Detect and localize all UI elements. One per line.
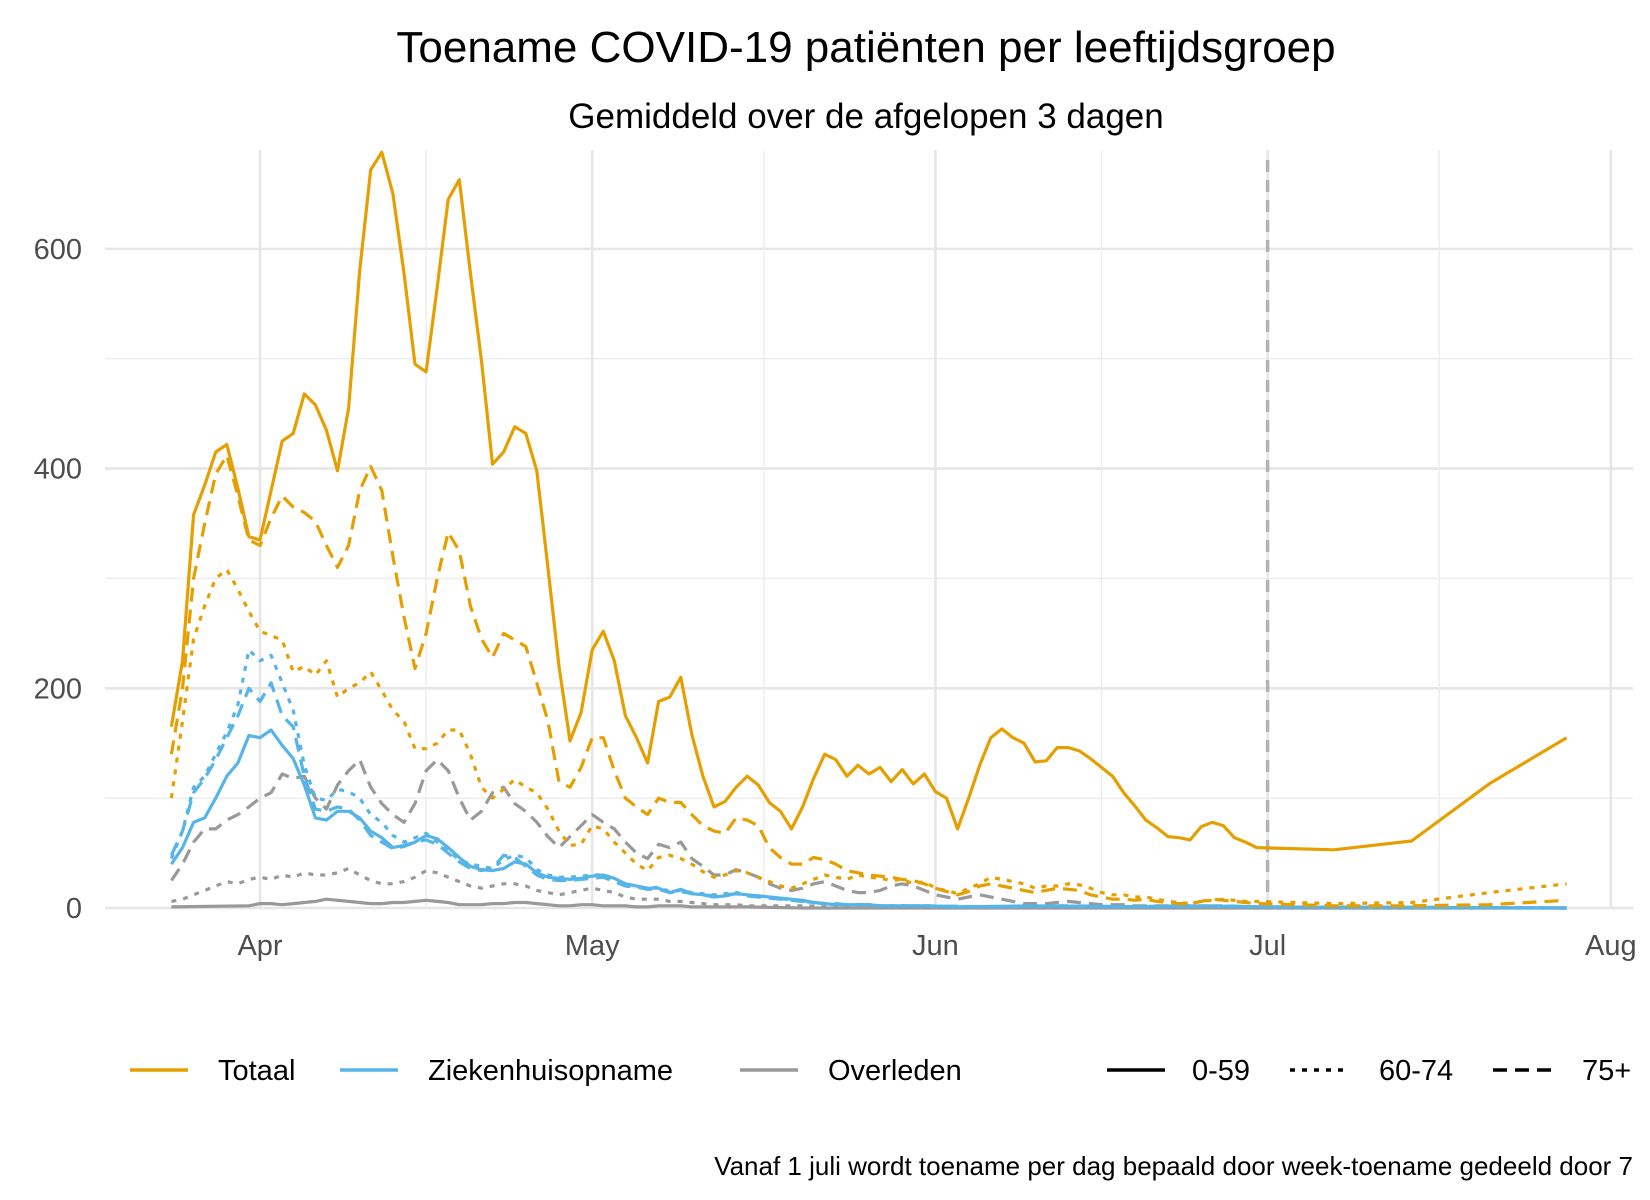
series-overleden-0-59 bbox=[171, 897, 1567, 910]
x-tick-label: Jul bbox=[1249, 930, 1286, 962]
legend-label-totaal: Totaal bbox=[218, 1055, 295, 1087]
legend-label-overleden: Overleden bbox=[828, 1055, 962, 1087]
series-totaal-60-74 bbox=[169, 568, 1567, 906]
chart-subtitle: Gemiddeld over de afgelopen 3 dagen bbox=[568, 97, 1163, 136]
legend: Totaal Ziekenhuisopname Overleden 0-59 60-74… bbox=[130, 1055, 1631, 1087]
chart-caption: Vanaf 1 juli wordt toename per dag bepaa… bbox=[714, 1151, 1633, 1181]
y-tick-label: 400 bbox=[34, 454, 82, 486]
series-overleden-60-74 bbox=[171, 866, 1567, 910]
series-ziekenhuisopname-0-59 bbox=[170, 728, 1567, 910]
grid bbox=[105, 150, 1633, 910]
y-axis: 0 200 400 600 bbox=[34, 234, 82, 925]
legend-label-linetype: 60-74 bbox=[1379, 1055, 1453, 1087]
x-tick-label: May bbox=[565, 930, 620, 962]
series-lines bbox=[169, 150, 1568, 910]
series-totaal-0-59 bbox=[169, 150, 1568, 852]
series-ziekenhuisopname-75plus bbox=[169, 681, 1567, 910]
x-tick-label: Jun bbox=[912, 930, 959, 962]
x-tick-label: Aug bbox=[1585, 930, 1637, 962]
x-tick-label: Apr bbox=[237, 930, 282, 962]
x-axis: Apr May Jun Jul Aug bbox=[237, 930, 1636, 962]
legend-label-linetype: 0-59 bbox=[1192, 1055, 1250, 1087]
legend-label-ziekenhuisopname: Ziekenhuisopname bbox=[428, 1055, 673, 1087]
y-tick-label: 0 bbox=[66, 893, 82, 925]
series-overleden-75plus bbox=[170, 758, 1567, 910]
series-totaal-75plus bbox=[169, 453, 1567, 908]
y-tick-label: 200 bbox=[34, 673, 82, 705]
chart-title: Toename COVID-19 patiënten per leeftijds… bbox=[396, 23, 1335, 72]
y-tick-label: 600 bbox=[34, 234, 82, 266]
legend-label-linetype: 75+ bbox=[1582, 1055, 1631, 1087]
